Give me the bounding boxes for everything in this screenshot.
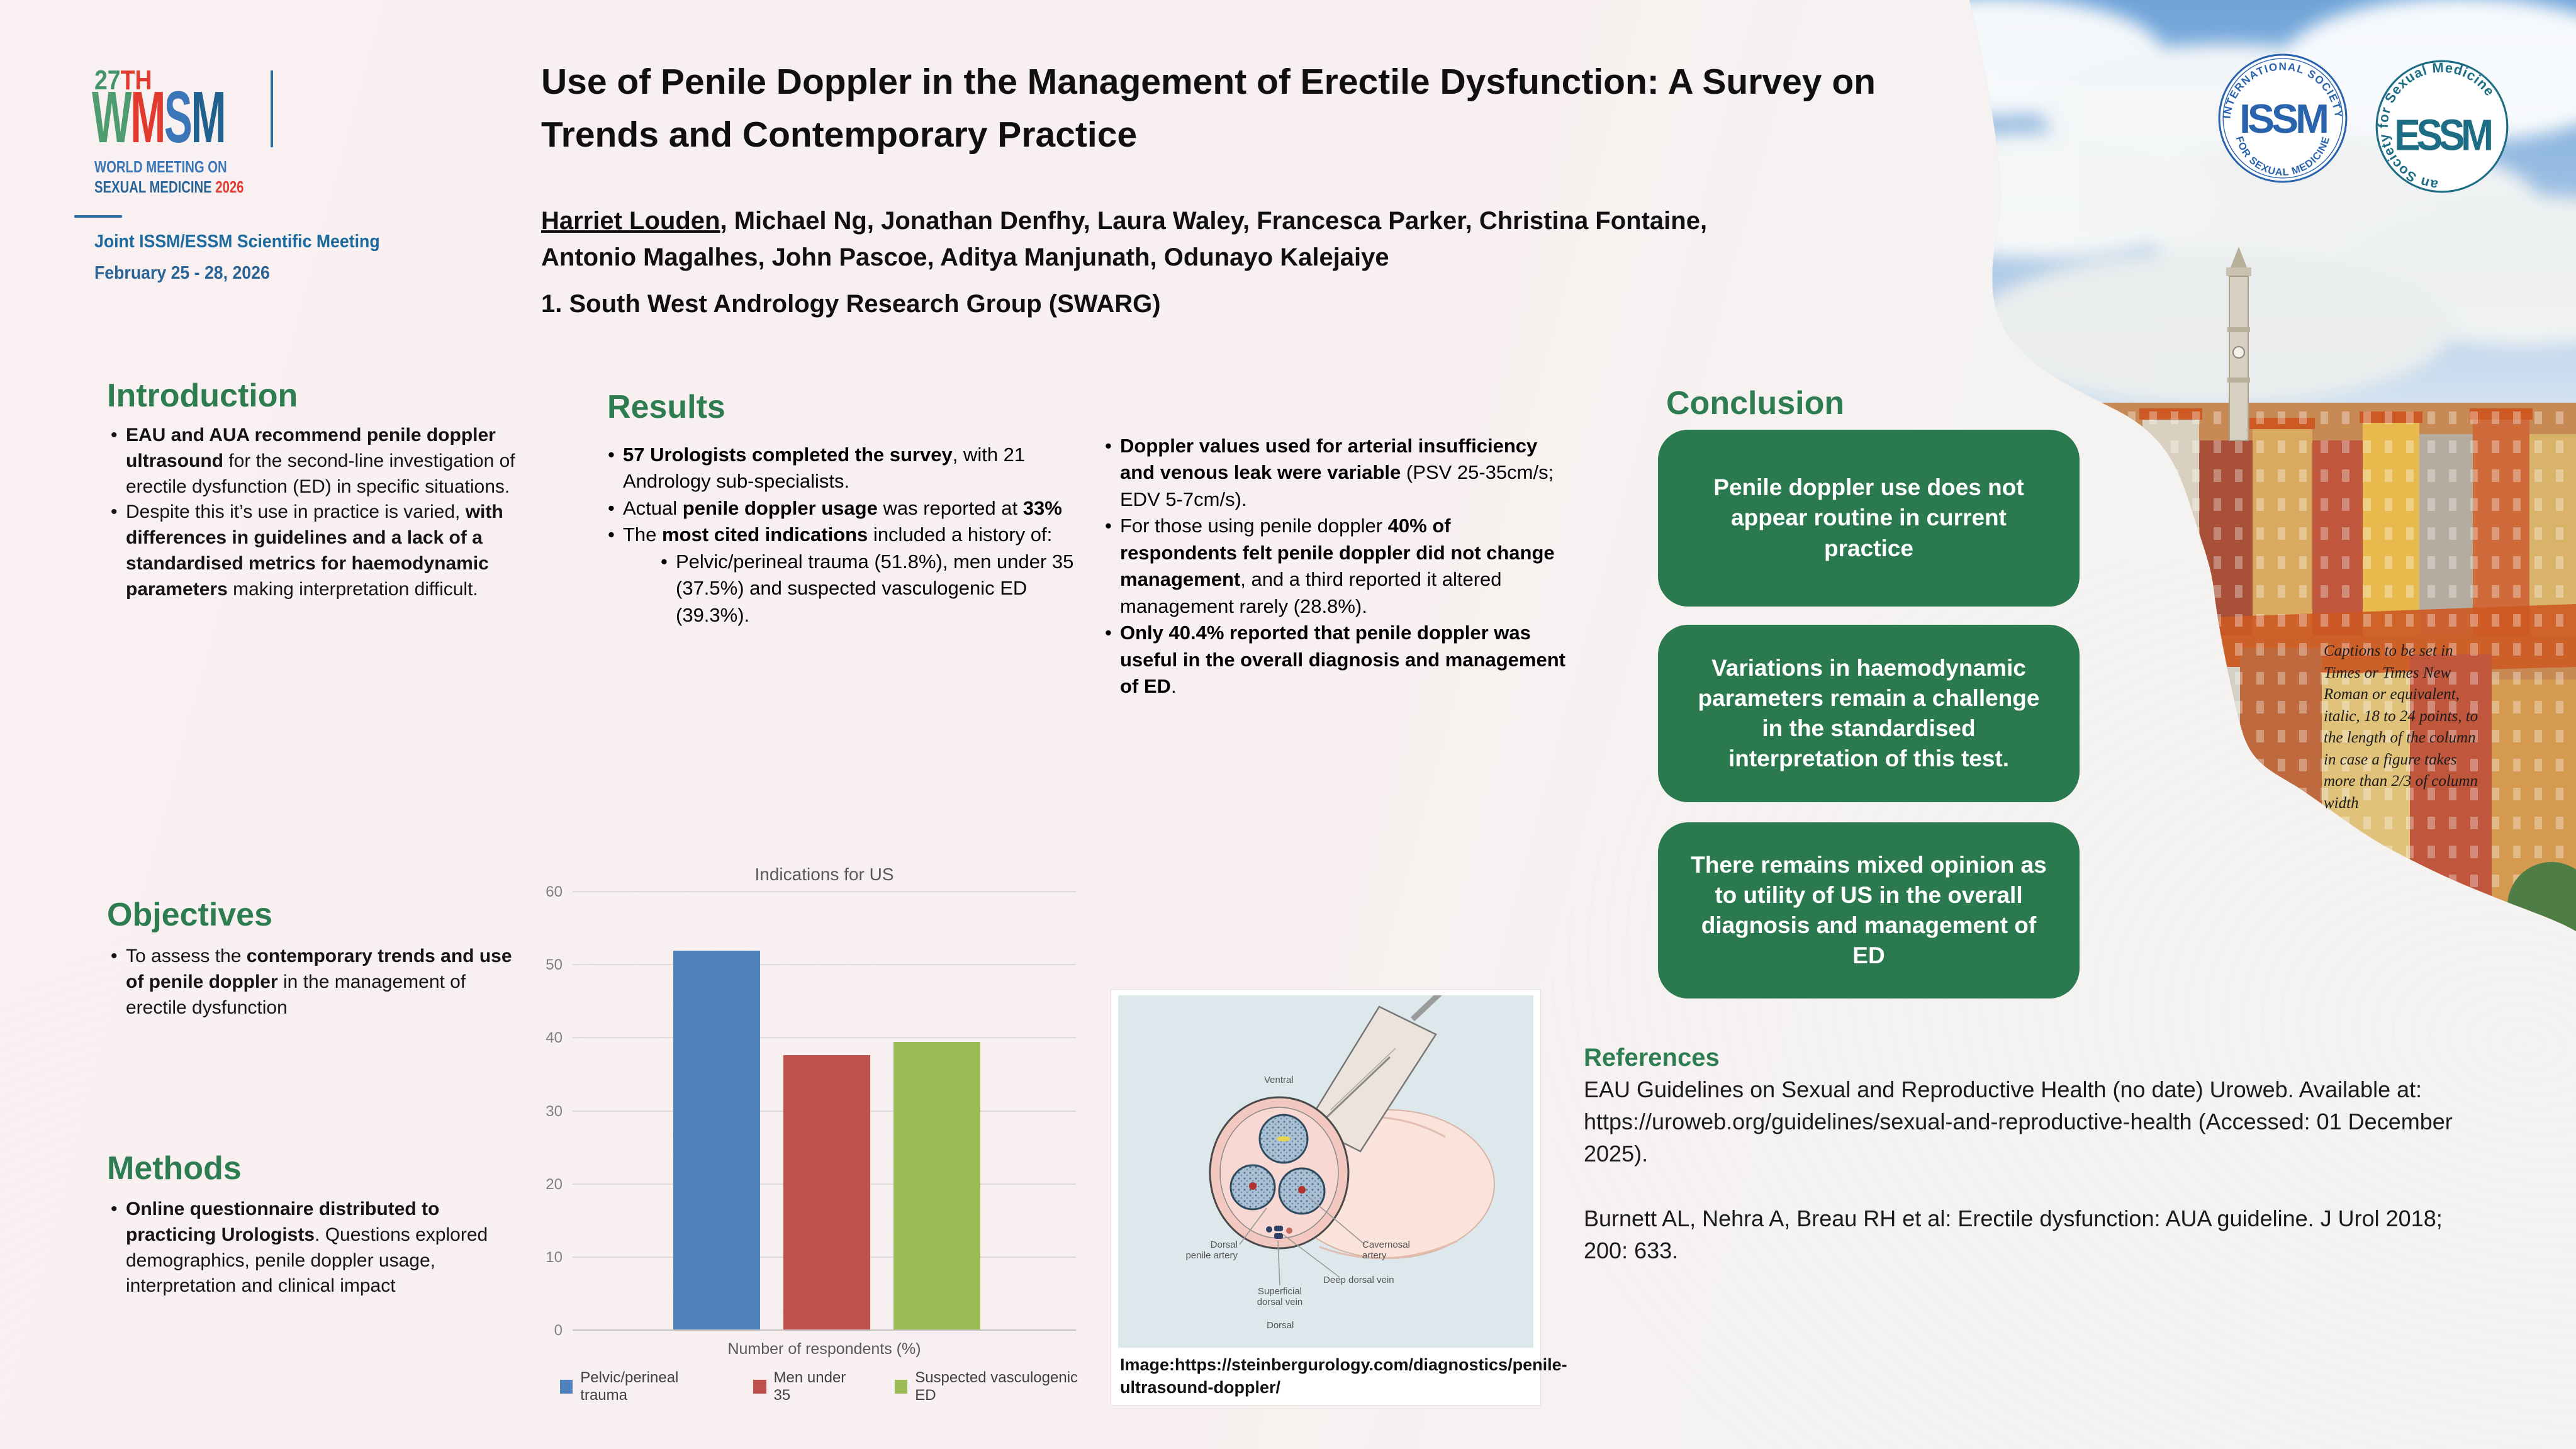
poster-title: Use of Penile Doppler in the Management … bbox=[541, 62, 1876, 155]
authors-line1: Harriet Louden, Michael Ng, Jonathan Den… bbox=[541, 207, 1708, 235]
penile-cross-section-illustration: Ventral Dorsal penile artery Cavernosal … bbox=[1118, 995, 1533, 1348]
objectives-heading: Objectives bbox=[107, 897, 273, 934]
objectives-bullet: To assess the contemporary trends and us… bbox=[108, 944, 516, 1021]
clerigos-tower bbox=[2226, 247, 2251, 441]
chart-plot-area: 0 10 20 30 40 50 60 bbox=[546, 883, 1076, 1339]
authors-block: Harriet Louden, Michael Ng, Jonathan Den… bbox=[541, 203, 2013, 322]
cross-section bbox=[1209, 1096, 1350, 1250]
figure-label-superficial-dorsal-vein: Superficial dorsal vein bbox=[1257, 1286, 1303, 1308]
essm-logo: European Society for Sexual Medicine ESS… bbox=[2373, 58, 2509, 193]
chart-y-tick-label: 20 bbox=[546, 1175, 563, 1193]
conclusion-box-2: Variations in haemodynamic parameters re… bbox=[1658, 625, 2080, 802]
chart-title: Indications for US bbox=[754, 864, 894, 884]
methods-bullet: Online questionnaire distributed to prac… bbox=[108, 1197, 516, 1299]
results-column-2: Doppler values used for arterial insuffi… bbox=[1102, 433, 1571, 700]
chart-y-tick-label: 50 bbox=[546, 956, 563, 974]
chart-legend: Pelvic/perineal trauma Men under 35 Suspec… bbox=[560, 1369, 1089, 1404]
figure-label-dorsal-penile-artery: Dorsal penile artery bbox=[1185, 1239, 1238, 1262]
wmsm-wordmark: WMSM bbox=[92, 76, 227, 158]
wmsm-divider-line bbox=[271, 70, 273, 147]
chart-legend-item: Pelvic/perineal trauma bbox=[560, 1369, 718, 1404]
cavernosal-artery-dot bbox=[1249, 1182, 1257, 1190]
dorsal-vessel-dot bbox=[1266, 1226, 1272, 1233]
joint-meeting-label: Joint ISSM/ESSM Scientific Meeting bbox=[94, 232, 380, 252]
results-bullet: The most cited indications included a hi… bbox=[605, 522, 1093, 629]
chart-x-axis-label: Number of respondents (%) bbox=[727, 1340, 921, 1358]
results-bullet: Doppler values used for arterial insuffi… bbox=[1102, 433, 1571, 513]
chart-y-tick-label: 40 bbox=[546, 1029, 563, 1047]
figure-label-ventral: Ventral bbox=[1264, 1075, 1294, 1085]
wmsm-ordinal: 27TH bbox=[94, 65, 152, 96]
chart-y-tick-label: 10 bbox=[546, 1248, 563, 1266]
objectives-list: To assess the contemporary trends and us… bbox=[108, 944, 516, 1021]
figure-label-deep-dorsal-vein: Deep dorsal vein bbox=[1323, 1275, 1394, 1285]
wmsm-subtitle-line2: SEXUAL MEDICINE 2026 bbox=[94, 177, 244, 196]
wmsm-rule bbox=[74, 215, 122, 218]
conclusion-box-3: There remains mixed opinion as to utilit… bbox=[1658, 822, 2080, 999]
authors-line2: Antonio Magalhes, John Pascoe, Aditya Ma… bbox=[541, 243, 1389, 271]
figure-label-cavernosal-artery: Cavernosal artery bbox=[1362, 1239, 1410, 1262]
results-bullet: For those using penile doppler 40% of re… bbox=[1102, 513, 1571, 620]
affiliation: 1. South West Andrology Research Group (… bbox=[541, 290, 1161, 318]
results-bullet-text: The most cited indications included a hi… bbox=[623, 523, 1053, 546]
issm-logo: INTERNATIONAL SOCIETY FOR SEXUAL MEDICIN… bbox=[2218, 53, 2348, 183]
conclusion-heading: Conclusion bbox=[1666, 385, 1845, 422]
results-heading: Results bbox=[607, 389, 725, 426]
figure-caption: Image:https://steinbergurology.com/diagn… bbox=[1120, 1355, 1567, 1397]
ultrasound-probe bbox=[1306, 995, 1442, 1153]
template-placeholder-note: Captions to be set in Times or Times New… bbox=[2324, 642, 2478, 812]
legend-swatch-icon bbox=[894, 1380, 908, 1394]
chart-legend-item: Men under 35 bbox=[753, 1369, 860, 1404]
chart-legend-item: Suspected vasculogenic ED bbox=[894, 1369, 1089, 1404]
chart-y-tick-label: 30 bbox=[546, 1102, 563, 1120]
essm-monogram: ESSM bbox=[2394, 111, 2491, 160]
introduction-heading: Introduction bbox=[107, 378, 298, 415]
references-heading: References bbox=[1584, 1044, 1720, 1072]
methods-list: Online questionnaire distributed to prac… bbox=[108, 1197, 516, 1299]
chart-y-tick-label: 60 bbox=[546, 883, 563, 900]
cross-section-drawing bbox=[1209, 995, 1495, 1286]
legend-swatch-icon bbox=[560, 1380, 573, 1394]
results-bullet: Only 40.4% reported that penile doppler … bbox=[1102, 620, 1571, 700]
urethra bbox=[1277, 1136, 1291, 1141]
chart-gridline bbox=[573, 1329, 1076, 1331]
results-bullet: 57 Urologists completed the survey, with… bbox=[605, 442, 1093, 495]
legend-label: Men under 35 bbox=[773, 1369, 846, 1404]
introduction-bullet: Despite this it’s use in practice is var… bbox=[108, 500, 516, 602]
legend-label: Pelvic/perineal trauma bbox=[580, 1369, 679, 1404]
chart-bar-3 bbox=[893, 1042, 980, 1329]
introduction-bullet: EAU and AUA recommend penile doppler ult… bbox=[108, 423, 516, 500]
indications-bar-chart: Indications for US 0 10 20 30 40 50 60 Number … bbox=[546, 861, 1101, 1408]
chart-bar-1 bbox=[673, 951, 760, 1329]
chart-y-tick-label: 0 bbox=[554, 1322, 563, 1339]
introduction-list: EAU and AUA recommend penile doppler ult… bbox=[108, 423, 516, 603]
methods-heading: Methods bbox=[107, 1150, 242, 1187]
wmsm-subtitle-line1: WORLD MEETING ON bbox=[94, 157, 227, 176]
chart-gridline bbox=[573, 891, 1076, 892]
chart-bar-2 bbox=[783, 1055, 870, 1329]
issm-monogram: ISSM bbox=[2239, 96, 2327, 142]
chart-gridline bbox=[573, 1037, 1076, 1039]
figure-label-dorsal: Dorsal bbox=[1267, 1320, 1294, 1331]
results-column-1: 57 Urologists completed the survey, with… bbox=[605, 442, 1093, 629]
results-sub-bullet: Pelvic/perineal trauma (51.8%), men unde… bbox=[659, 549, 1093, 629]
label-leader-lines bbox=[1239, 1196, 1365, 1286]
reference-list: EAU Guidelines on Sexual and Reproductiv… bbox=[1584, 1073, 2465, 1300]
conclusion-box-1: Penile doppler use does not appear routi… bbox=[1658, 430, 2080, 607]
doppler-figure-panel: Ventral Dorsal penile artery Cavernosal … bbox=[1111, 989, 1567, 1406]
reference-item: EAU Guidelines on Sexual and Reproductiv… bbox=[1584, 1077, 2453, 1167]
legend-swatch-icon bbox=[753, 1380, 766, 1394]
cavernosal-artery-dot bbox=[1298, 1186, 1306, 1194]
chart-gridline bbox=[573, 964, 1076, 966]
legend-label: Suspected vasculogenic ED bbox=[915, 1369, 1078, 1404]
results-bullet: Actual penile doppler usage was reported… bbox=[605, 495, 1093, 522]
meeting-dates: February 25 - 28, 2026 bbox=[94, 263, 270, 283]
reference-item: Burnett AL, Nehra A, Breau RH et al: Ere… bbox=[1584, 1206, 2443, 1264]
